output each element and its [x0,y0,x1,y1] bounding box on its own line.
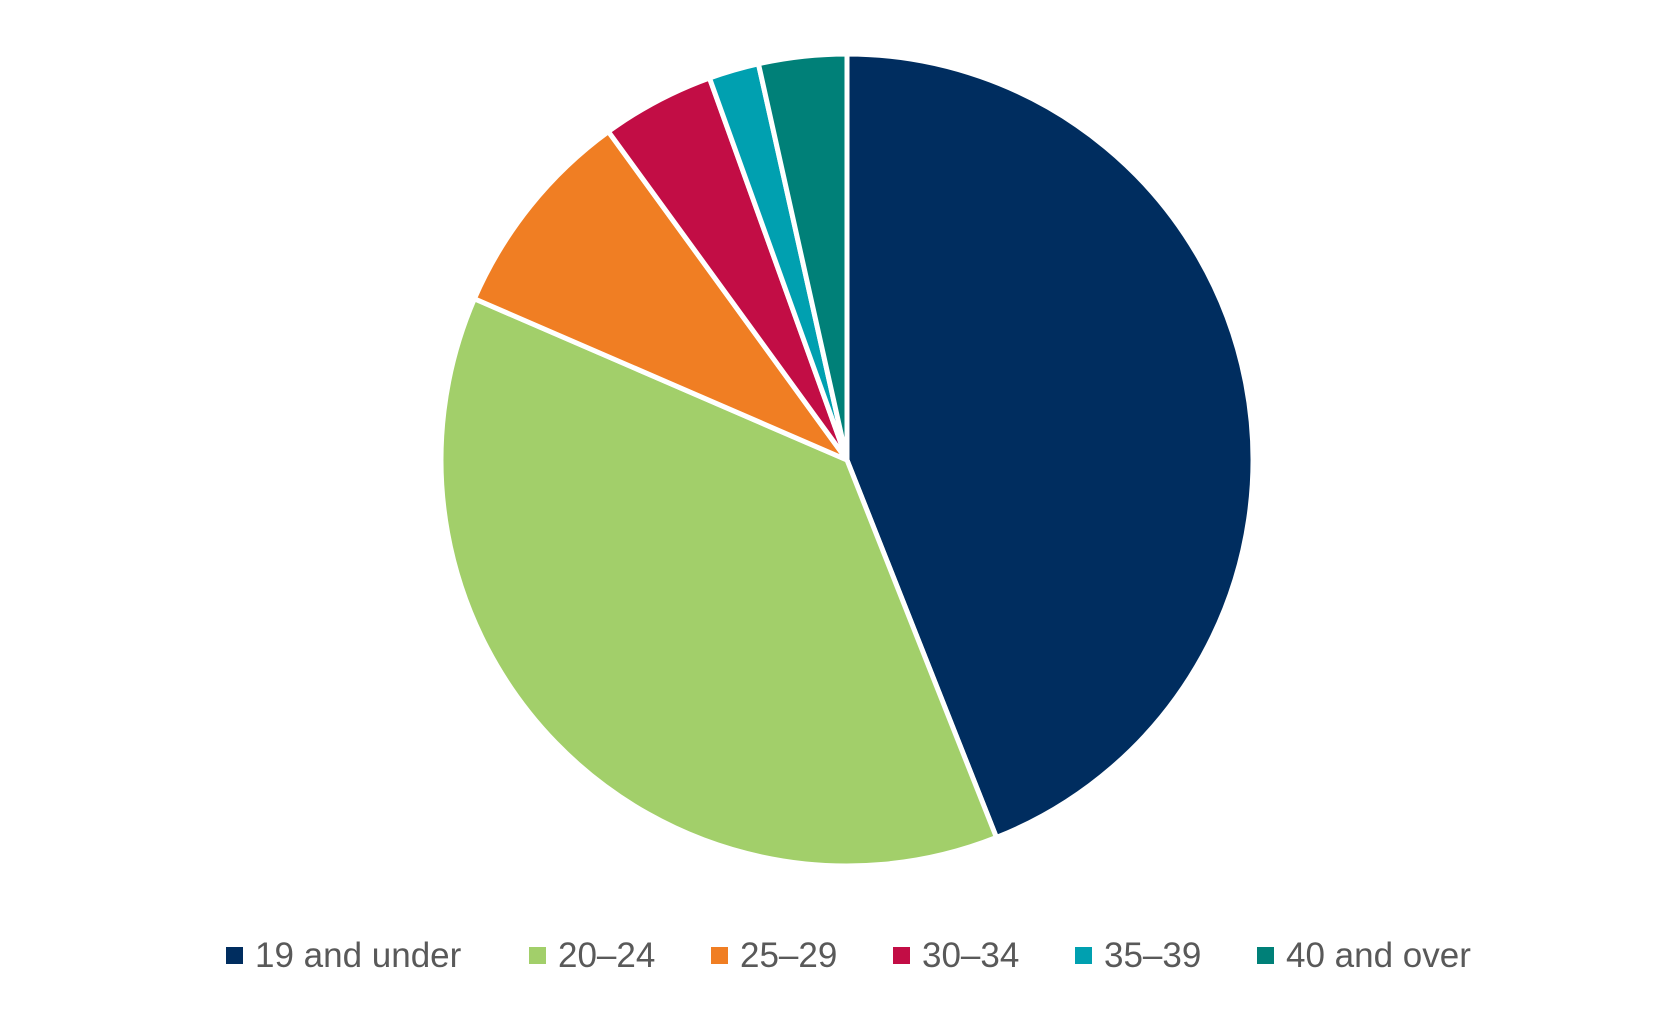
legend-label: 19 and under [255,936,462,975]
legend-label: 30–34 [922,936,1019,975]
legend-label: 35–39 [1104,936,1201,975]
legend-swatch [226,947,243,964]
legend-swatch [1257,947,1274,964]
pie-slice-20-24 [438,296,999,869]
legend-item-40-and-over: 40 and over [1257,936,1471,975]
pie-slice-19-and-under [844,51,1256,840]
legend-item-25-29: 25–29 [711,936,837,975]
legend-label: 40 and over [1286,936,1471,975]
legend-item-35-39: 35–39 [1075,936,1201,975]
legend-label: 20–24 [558,936,655,975]
legend-swatch [711,947,728,964]
legend-label: 25–29 [740,936,837,975]
pie-slice-25-29 [471,129,850,463]
legend: 19 and under 20–24 25–29 30–34 35–39 40 … [226,936,1471,975]
legend-item-20-24: 20–24 [529,936,655,975]
pie-slices [438,51,1256,869]
legend-swatch [1075,947,1092,964]
legend-item-30-34: 30–34 [893,936,1019,975]
pie-slice-40-and-over [755,51,850,463]
legend-swatch [529,947,546,964]
legend-item-19-and-under: 19 and under [226,936,462,975]
legend-swatch [893,947,910,964]
